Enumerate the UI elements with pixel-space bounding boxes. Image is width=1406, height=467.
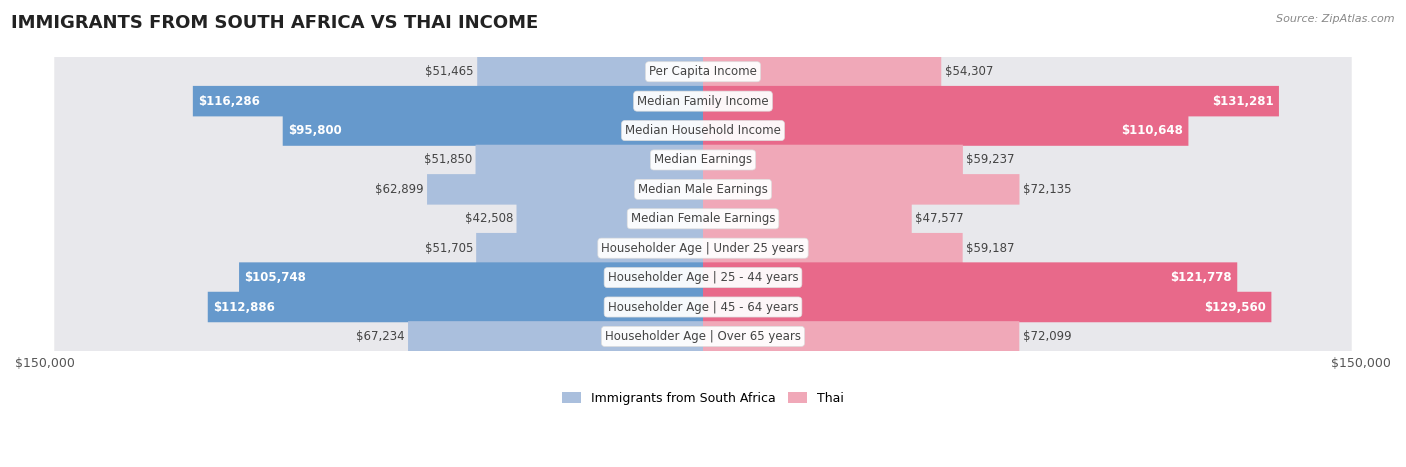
Text: Per Capita Income: Per Capita Income [650, 65, 756, 78]
Text: $51,705: $51,705 [425, 242, 472, 255]
Text: Median Female Earnings: Median Female Earnings [631, 212, 775, 225]
FancyBboxPatch shape [193, 86, 703, 116]
Text: $59,237: $59,237 [966, 154, 1015, 166]
Text: $129,560: $129,560 [1205, 300, 1267, 313]
FancyBboxPatch shape [703, 174, 1019, 205]
Text: Householder Age | 25 - 44 years: Householder Age | 25 - 44 years [607, 271, 799, 284]
Text: $121,778: $121,778 [1170, 271, 1232, 284]
FancyBboxPatch shape [703, 321, 1019, 352]
FancyBboxPatch shape [516, 204, 703, 234]
Text: $51,465: $51,465 [426, 65, 474, 78]
Text: $47,577: $47,577 [915, 212, 963, 225]
Text: Median Household Income: Median Household Income [626, 124, 780, 137]
FancyBboxPatch shape [703, 204, 911, 234]
Text: $59,187: $59,187 [966, 242, 1015, 255]
Text: $110,648: $110,648 [1121, 124, 1184, 137]
Text: $105,748: $105,748 [245, 271, 307, 284]
Text: Householder Age | Over 65 years: Householder Age | Over 65 years [605, 330, 801, 343]
FancyBboxPatch shape [55, 0, 1351, 467]
Text: Median Family Income: Median Family Income [637, 95, 769, 108]
FancyBboxPatch shape [55, 0, 1351, 467]
FancyBboxPatch shape [55, 0, 1351, 467]
FancyBboxPatch shape [475, 145, 703, 175]
Text: $51,850: $51,850 [425, 154, 472, 166]
Text: $72,099: $72,099 [1022, 330, 1071, 343]
Text: $116,286: $116,286 [198, 95, 260, 108]
Text: $72,135: $72,135 [1022, 183, 1071, 196]
FancyBboxPatch shape [55, 0, 1351, 467]
FancyBboxPatch shape [55, 0, 1351, 467]
Text: Median Earnings: Median Earnings [654, 154, 752, 166]
FancyBboxPatch shape [408, 321, 703, 352]
Legend: Immigrants from South Africa, Thai: Immigrants from South Africa, Thai [557, 387, 849, 410]
Text: $62,899: $62,899 [375, 183, 423, 196]
Text: Householder Age | 45 - 64 years: Householder Age | 45 - 64 years [607, 300, 799, 313]
FancyBboxPatch shape [703, 262, 1237, 293]
Text: Source: ZipAtlas.com: Source: ZipAtlas.com [1277, 14, 1395, 24]
FancyBboxPatch shape [703, 292, 1271, 322]
FancyBboxPatch shape [55, 0, 1351, 467]
FancyBboxPatch shape [55, 0, 1351, 467]
FancyBboxPatch shape [477, 57, 703, 87]
FancyBboxPatch shape [208, 292, 703, 322]
FancyBboxPatch shape [283, 115, 703, 146]
Text: $67,234: $67,234 [356, 330, 405, 343]
Text: IMMIGRANTS FROM SOUTH AFRICA VS THAI INCOME: IMMIGRANTS FROM SOUTH AFRICA VS THAI INC… [11, 14, 538, 32]
FancyBboxPatch shape [703, 115, 1188, 146]
FancyBboxPatch shape [703, 86, 1279, 116]
Text: $112,886: $112,886 [214, 300, 276, 313]
FancyBboxPatch shape [55, 0, 1351, 467]
Text: $42,508: $42,508 [465, 212, 513, 225]
FancyBboxPatch shape [477, 233, 703, 263]
Text: $95,800: $95,800 [288, 124, 342, 137]
FancyBboxPatch shape [703, 233, 963, 263]
FancyBboxPatch shape [427, 174, 703, 205]
Text: Householder Age | Under 25 years: Householder Age | Under 25 years [602, 242, 804, 255]
Text: Median Male Earnings: Median Male Earnings [638, 183, 768, 196]
FancyBboxPatch shape [55, 0, 1351, 467]
FancyBboxPatch shape [239, 262, 703, 293]
Text: $131,281: $131,281 [1212, 95, 1274, 108]
Text: $54,307: $54,307 [945, 65, 993, 78]
FancyBboxPatch shape [703, 145, 963, 175]
FancyBboxPatch shape [55, 0, 1351, 467]
FancyBboxPatch shape [703, 57, 941, 87]
